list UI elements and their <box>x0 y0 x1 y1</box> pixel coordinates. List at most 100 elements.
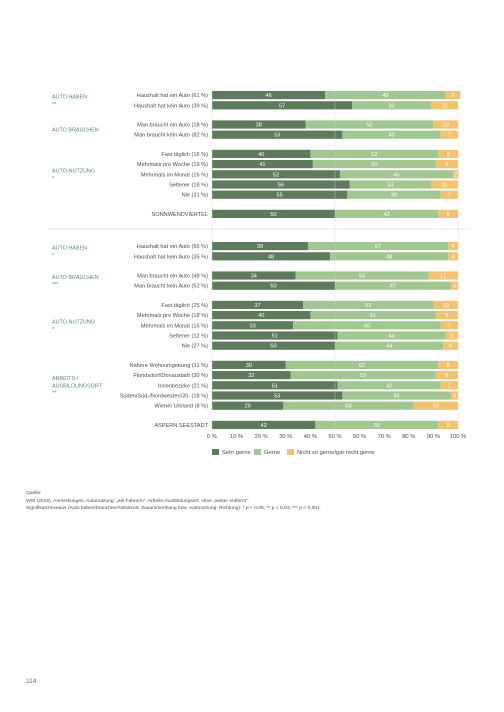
bar-value-label: 52 <box>273 172 279 178</box>
legend-swatch <box>287 449 294 455</box>
group-label: AUSBILDUNGSORT <box>52 383 103 389</box>
bar-value-label: 34 <box>251 274 257 280</box>
bar-segment <box>445 91 461 100</box>
legend-label: Nicht so gerne/gar nicht gerne <box>297 450 375 456</box>
bar-segment <box>440 321 458 330</box>
bar-segment <box>438 149 458 158</box>
bar-value-label: 51 <box>370 313 376 319</box>
row-label: Man braucht ein Auto (48 %) <box>137 274 208 280</box>
footnote-notes: WIS (2016). Anmerkungen: Autonutzung: „a… <box>26 498 249 504</box>
bar-value-label: 8 <box>447 152 450 158</box>
bar-segment <box>212 101 353 110</box>
bar-segment <box>448 242 458 251</box>
bar-value-label: 47 <box>390 284 396 290</box>
bar-value-label: 50 <box>270 284 276 290</box>
x-tick-label: 60 % <box>353 434 366 440</box>
bar-segment <box>339 170 454 179</box>
bar-segment <box>413 401 458 410</box>
bar-segment <box>303 300 434 309</box>
bar-segment <box>337 381 441 390</box>
bar-segment <box>212 149 311 158</box>
bar-value-label: 62 <box>359 363 365 369</box>
bar-segment <box>448 252 458 261</box>
bar-segment <box>212 130 343 139</box>
row-label: Fast täglich (16 %) <box>161 152 208 158</box>
bar-segment <box>440 381 458 390</box>
row-label: Mehrmals im Monat (15 %) <box>141 323 208 329</box>
bar-value-label: 18 <box>433 404 439 410</box>
bar-value-label: 60 <box>364 323 370 329</box>
bar-segment <box>212 160 313 169</box>
bar-value-label: 40 <box>258 152 264 158</box>
bar-segment <box>212 281 335 290</box>
bar-value-label: 6 <box>449 344 452 350</box>
significance-marker: ** <box>52 391 57 397</box>
bar-value-label: 10 <box>443 123 449 129</box>
bar-segment <box>285 360 439 369</box>
bar-segment <box>212 252 331 261</box>
row-label: Man braucht ein Auto (18 %) <box>137 123 208 129</box>
bar-value-label: 5 <box>450 334 453 340</box>
bar-value-label: 40 <box>258 313 264 319</box>
row-label: Mehrmals im Monat (16 %) <box>141 172 208 178</box>
bar-value-label: 32 <box>388 103 394 109</box>
bar-value-label: 7 <box>448 193 451 199</box>
bar-value-label: 46 <box>393 172 399 178</box>
bar-segment <box>293 321 441 330</box>
legend-swatch <box>212 449 219 455</box>
bar-segment <box>283 401 414 410</box>
x-tick-label: 10 % <box>230 434 243 440</box>
bar-value-label: 59 <box>360 373 366 379</box>
row-label: Seltener (12 %) <box>169 334 208 340</box>
bar-segment <box>438 360 458 369</box>
bar-value-label: 52 <box>371 152 377 158</box>
bar-value-label: 51 <box>272 334 278 340</box>
bar-segment <box>212 300 304 309</box>
bar-value-label: 33 <box>249 323 255 329</box>
x-tick-label: 40 % <box>304 434 317 440</box>
bar-segment <box>212 91 326 100</box>
row-label: Nähere Wohnumgebung (11 %) <box>130 363 209 369</box>
bar-value-label: 11 <box>442 103 448 109</box>
row-label: Man braucht kein Auto (82 %) <box>134 133 208 139</box>
bar-value-label: 38 <box>256 123 262 129</box>
bar-segment <box>212 391 343 400</box>
row-label: Mehrmals pro Woche (18 %) <box>137 313 208 319</box>
bar-value-label: 4 <box>452 254 455 260</box>
x-tick-label: 90 % <box>427 434 440 440</box>
bar-value-label: 38 <box>391 193 397 199</box>
bar-value-label: 53 <box>345 404 351 410</box>
bar-segment <box>335 341 444 350</box>
bar-value-label: 33 <box>387 183 393 189</box>
significance-marker: * <box>52 253 55 259</box>
bar-segment <box>438 209 458 218</box>
bar-value-label: 8 <box>447 363 450 369</box>
bar-value-label: 6 <box>452 93 455 99</box>
bar-segment <box>212 331 338 340</box>
x-tick-label: 100 % <box>450 434 466 440</box>
bar-segment <box>212 311 311 320</box>
bar-segment <box>330 252 449 261</box>
bar-segment <box>335 209 439 218</box>
bar-segment <box>212 341 335 350</box>
x-tick-label: 50 % <box>328 434 341 440</box>
bar-value-label: 53 <box>274 394 280 400</box>
bar-value-label: 50 <box>374 423 380 429</box>
group-label: AUTO HABEN <box>52 95 87 101</box>
footnotes: Quelle: WIS (2016). Anmerkungen: Autonut… <box>26 490 476 513</box>
bar-value-label: 10 <box>443 303 449 309</box>
row-label: SONNWENDVIERTEL <box>152 212 208 218</box>
group-label: AUTO HABEN <box>52 246 87 252</box>
x-tick-label: 30 % <box>279 434 292 440</box>
bar-segment <box>212 360 286 369</box>
bar-value-label: 55 <box>277 193 283 199</box>
bar-segment <box>430 101 458 110</box>
footnote-source-heading: Quelle: <box>26 491 42 496</box>
bar-segment <box>435 311 458 320</box>
row-label: Haushalt hat ein Auto (65 %) <box>137 244 208 250</box>
bar-segment <box>212 120 306 129</box>
bar-segment <box>443 341 458 350</box>
bar-value-label: 9 <box>445 373 448 379</box>
group-label: AUTO-NUTZUNG <box>52 320 95 326</box>
